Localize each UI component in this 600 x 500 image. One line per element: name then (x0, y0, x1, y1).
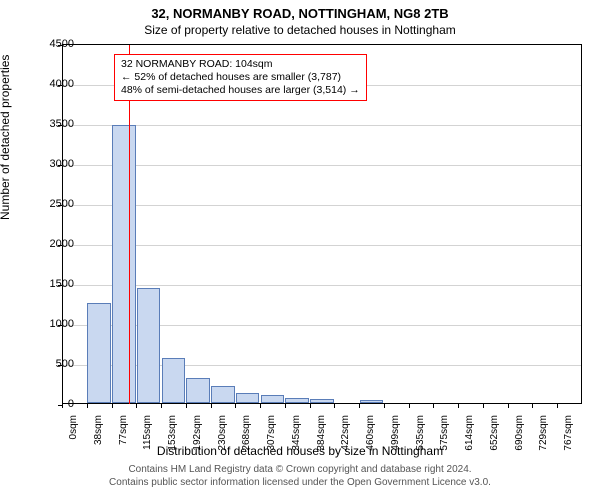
x-tick (161, 404, 162, 408)
annotation-line-2: ← 52% of detached houses are smaller (3,… (121, 71, 360, 84)
x-tick (62, 404, 63, 408)
x-tick (136, 404, 137, 408)
x-tick (557, 404, 558, 408)
footer-credits: Contains HM Land Registry data © Crown c… (0, 464, 600, 489)
y-tick-label: 2500 (50, 198, 74, 210)
x-tick (235, 404, 236, 408)
footer-line-1: Contains HM Land Registry data © Crown c… (0, 464, 600, 477)
y-tick-label: 1500 (50, 278, 74, 290)
x-tick (87, 404, 88, 408)
histogram-bar (261, 395, 285, 403)
x-tick (359, 404, 360, 408)
annotation-line-3: 48% of semi-detached houses are larger (… (121, 84, 360, 97)
x-tick (285, 404, 286, 408)
y-tick-label: 0 (68, 398, 74, 410)
x-tick (310, 404, 311, 408)
x-tick (334, 404, 335, 408)
x-tick (211, 404, 212, 408)
x-tick (409, 404, 410, 408)
x-tick (532, 404, 533, 408)
y-axis-line (62, 45, 63, 404)
histogram-bar (186, 378, 210, 403)
histogram-bar (285, 398, 309, 403)
y-tick-label: 4000 (50, 78, 74, 90)
gridline (62, 285, 581, 286)
plot-inner: 0sqm38sqm77sqm115sqm153sqm192sqm230sqm26… (62, 44, 582, 404)
y-tick-label: 500 (56, 358, 74, 370)
y-tick-label: 3500 (50, 118, 74, 130)
x-tick (508, 404, 509, 408)
chart-container: { "header": { "line1": "32, NORMANBY ROA… (0, 0, 600, 500)
annotation-box: 32 NORMANBY ROAD: 104sqm← 52% of detache… (114, 54, 367, 101)
histogram-bar (137, 288, 161, 403)
chart-title: 32, NORMANBY ROAD, NOTTINGHAM, NG8 2TB (0, 0, 600, 21)
plot-area: 0sqm38sqm77sqm115sqm153sqm192sqm230sqm26… (62, 44, 582, 404)
y-tick-label: 3000 (50, 158, 74, 170)
x-tick (483, 404, 484, 408)
x-tick (260, 404, 261, 408)
histogram-bar (236, 393, 260, 403)
x-tick (186, 404, 187, 408)
chart-subtitle: Size of property relative to detached ho… (0, 21, 600, 37)
gridline (62, 245, 581, 246)
y-axis-label: Number of detached properties (0, 55, 12, 220)
histogram-bar (162, 358, 186, 403)
y-tick-label: 1000 (50, 318, 74, 330)
histogram-bar (310, 399, 334, 403)
annotation-line-1: 32 NORMANBY ROAD: 104sqm (121, 58, 360, 71)
footer-line-2: Contains public sector information licen… (0, 477, 600, 490)
x-tick (458, 404, 459, 408)
x-axis-label: Distribution of detached houses by size … (0, 444, 600, 458)
histogram-bar (211, 386, 235, 403)
gridline (62, 125, 581, 126)
x-tick (433, 404, 434, 408)
histogram-bar (360, 400, 384, 403)
gridline (62, 205, 581, 206)
x-tick (384, 404, 385, 408)
histogram-bar (87, 303, 111, 403)
gridline (62, 165, 581, 166)
y-tick-label: 4500 (50, 38, 74, 50)
x-axis-line (62, 403, 581, 404)
x-tick (112, 404, 113, 408)
y-tick-label: 2000 (50, 238, 74, 250)
histogram-bar (112, 125, 136, 403)
